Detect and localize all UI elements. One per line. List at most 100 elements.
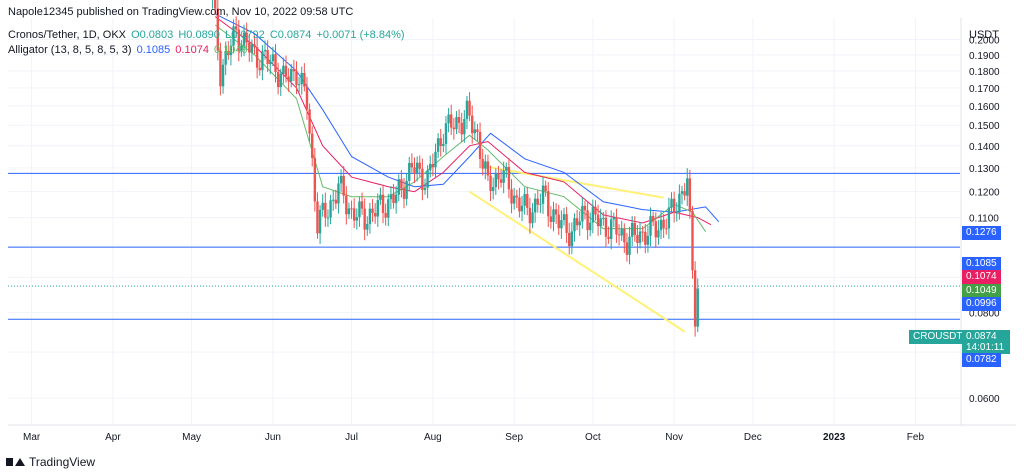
candle-body <box>693 270 697 327</box>
time-tick-label: Jun <box>265 432 281 443</box>
candle-body <box>219 50 222 87</box>
candle-body <box>612 217 616 220</box>
candle-body <box>578 221 581 226</box>
candle-body <box>347 208 351 215</box>
candle-body <box>237 29 240 52</box>
time-tick-label: Dec <box>744 432 762 443</box>
candle-body <box>297 84 301 86</box>
lips-value: 0.1049 <box>214 44 248 56</box>
candle-body <box>255 47 259 68</box>
trendline <box>469 190 686 333</box>
open-value: O0.0803 <box>131 29 174 41</box>
time-tick-label: Feb <box>907 432 925 443</box>
candle-body <box>617 234 621 236</box>
price-tick-label: 0.1400 <box>969 142 1000 153</box>
candle-body <box>305 86 309 110</box>
indicator-name[interactable]: Alligator (13, 8, 5, 8, 5, 3) <box>8 44 132 56</box>
candle-body <box>536 198 539 205</box>
candle-body <box>431 163 435 168</box>
candle-body <box>460 122 463 135</box>
candle-body <box>442 143 445 147</box>
time-tick-label: Jul <box>345 432 358 443</box>
candle-body <box>515 195 518 198</box>
candle-body <box>575 218 579 226</box>
candle-body <box>334 199 338 204</box>
price-tick-label: 0.2000 <box>969 36 1000 47</box>
candle-body <box>387 199 390 218</box>
footer-brand[interactable]: TradingView <box>29 455 96 469</box>
candle-body <box>282 65 285 74</box>
candle-body <box>481 158 484 169</box>
candle-body <box>263 50 267 52</box>
trendlines[interactable] <box>469 165 686 333</box>
candle-body <box>691 210 694 271</box>
candle-body <box>418 162 421 169</box>
candle-body <box>636 234 639 243</box>
candle-body <box>499 179 503 183</box>
candle-body <box>620 228 623 236</box>
candle-body <box>667 207 671 229</box>
candle-body <box>303 72 306 87</box>
candle-body <box>324 202 327 218</box>
candle-body <box>292 69 296 72</box>
candle-body <box>295 71 298 86</box>
price-tick-label: 0.1200 <box>969 188 1000 199</box>
candle-body <box>557 214 560 229</box>
candle-body <box>638 231 642 243</box>
candle-body <box>586 210 589 231</box>
candle-body <box>405 180 408 199</box>
candle-body <box>300 72 303 85</box>
candle-body <box>436 138 440 152</box>
candle-body <box>623 228 626 243</box>
price-tick-label: 0.1300 <box>969 164 1000 175</box>
candle-body <box>581 205 584 222</box>
candle-body <box>552 209 555 222</box>
time-tick-label: 2023 <box>823 432 846 443</box>
candle-body <box>686 178 689 196</box>
candle-body <box>665 228 668 230</box>
symbol-name[interactable]: Cronos/Tether, 1D, OKX <box>8 29 126 41</box>
price-tag-0.0782: 0.0782 <box>962 353 1001 367</box>
candle-body <box>491 187 495 191</box>
candle-body <box>484 161 487 169</box>
candle-body <box>279 73 282 88</box>
time-tick-label: Apr <box>105 432 121 443</box>
horizontal-levels[interactable] <box>8 172 960 320</box>
candle-body <box>308 109 311 134</box>
candle-body <box>444 123 448 144</box>
candle-body <box>573 218 576 232</box>
candle-body <box>234 26 238 30</box>
candle-body <box>641 231 644 233</box>
candle-body <box>518 197 521 212</box>
price-tick-label: 0.0800 <box>969 308 1000 319</box>
candle-body <box>594 206 597 215</box>
candle-body <box>644 231 647 245</box>
candle-body <box>489 175 492 191</box>
candle-body <box>269 61 272 65</box>
price-tick-label: 0.1900 <box>969 51 1000 62</box>
price-tick-label: 0.0600 <box>969 394 1000 405</box>
candle-body <box>434 151 437 168</box>
time-axis[interactable]: Mar Apr May Jun Jul Aug Sep Oct Nov Dec 2023 Feb <box>23 432 924 443</box>
candle-body <box>633 222 636 235</box>
candle-body <box>429 163 432 171</box>
candle-body <box>415 162 419 173</box>
candle-body <box>332 199 335 201</box>
close-value: C0.0874 <box>269 29 312 41</box>
candle-body <box>630 222 634 237</box>
candle-body <box>366 223 369 230</box>
price-tick-label: 0.1800 <box>969 67 1000 78</box>
candle-body <box>568 232 571 247</box>
candle-body <box>539 203 542 205</box>
price-tag-jaw: 0.1085 <box>962 257 1001 271</box>
candle-body <box>229 45 233 56</box>
tradingview-logo-icon[interactable] <box>6 457 25 467</box>
candle-body <box>625 242 629 255</box>
time-tick-label: Mar <box>23 432 41 443</box>
candle-body <box>591 206 595 223</box>
teeth-value: 0.1074 <box>175 44 209 56</box>
candle-body <box>470 115 474 134</box>
price-tick-label: 0.1600 <box>969 102 1000 113</box>
candle-body <box>520 205 524 212</box>
